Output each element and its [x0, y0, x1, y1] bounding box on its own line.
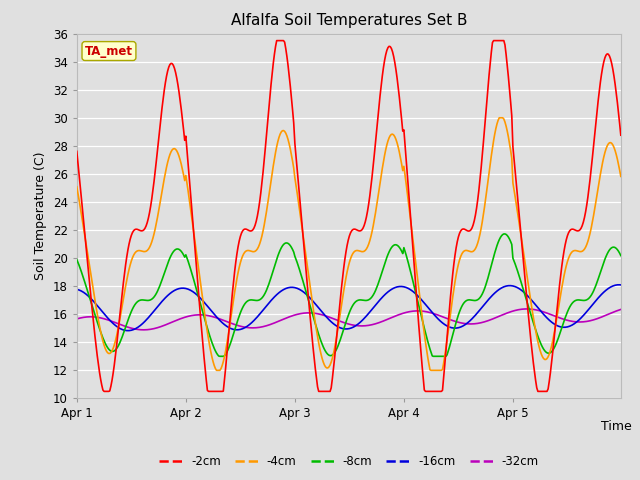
X-axis label: Time: Time [601, 420, 632, 433]
Legend: -2cm, -4cm, -8cm, -16cm, -32cm: -2cm, -4cm, -8cm, -16cm, -32cm [154, 450, 543, 473]
Y-axis label: Soil Temperature (C): Soil Temperature (C) [34, 152, 47, 280]
Text: TA_met: TA_met [85, 45, 133, 58]
Title: Alfalfa Soil Temperatures Set B: Alfalfa Soil Temperatures Set B [230, 13, 467, 28]
